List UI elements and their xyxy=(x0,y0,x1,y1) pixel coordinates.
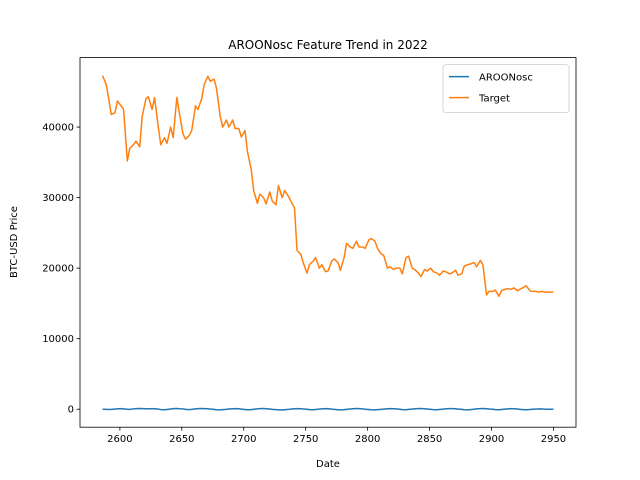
x-tick-label: 2750 xyxy=(293,434,318,445)
y-tick-label: 10000 xyxy=(42,334,74,345)
series-line xyxy=(101,75,554,298)
y-tick-label: 20000 xyxy=(42,264,74,275)
x-tick-label: 2800 xyxy=(355,434,380,445)
series-line xyxy=(102,407,554,411)
legend-label: Target xyxy=(478,94,510,105)
x-tick-label: 2900 xyxy=(479,434,504,445)
x-tick-label: 2700 xyxy=(231,434,256,445)
x-tick-label: 2850 xyxy=(417,434,442,445)
x-axis-label: Date xyxy=(316,459,340,470)
plot-frame xyxy=(79,57,577,428)
legend-box xyxy=(442,64,570,113)
x-tick-label: 2650 xyxy=(169,434,194,445)
y-axis-label: BTC-USD Price xyxy=(9,206,20,278)
legend-label: AROONosc xyxy=(479,73,533,84)
chart-title: AROONosc Feature Trend in 2022 xyxy=(228,38,428,52)
x-tick-label: 2950 xyxy=(541,434,566,445)
x-tick-label: 2600 xyxy=(107,434,132,445)
y-tick-label: 40000 xyxy=(42,123,74,134)
y-tick-label: 30000 xyxy=(42,193,74,204)
y-tick-label: 0 xyxy=(68,405,74,416)
